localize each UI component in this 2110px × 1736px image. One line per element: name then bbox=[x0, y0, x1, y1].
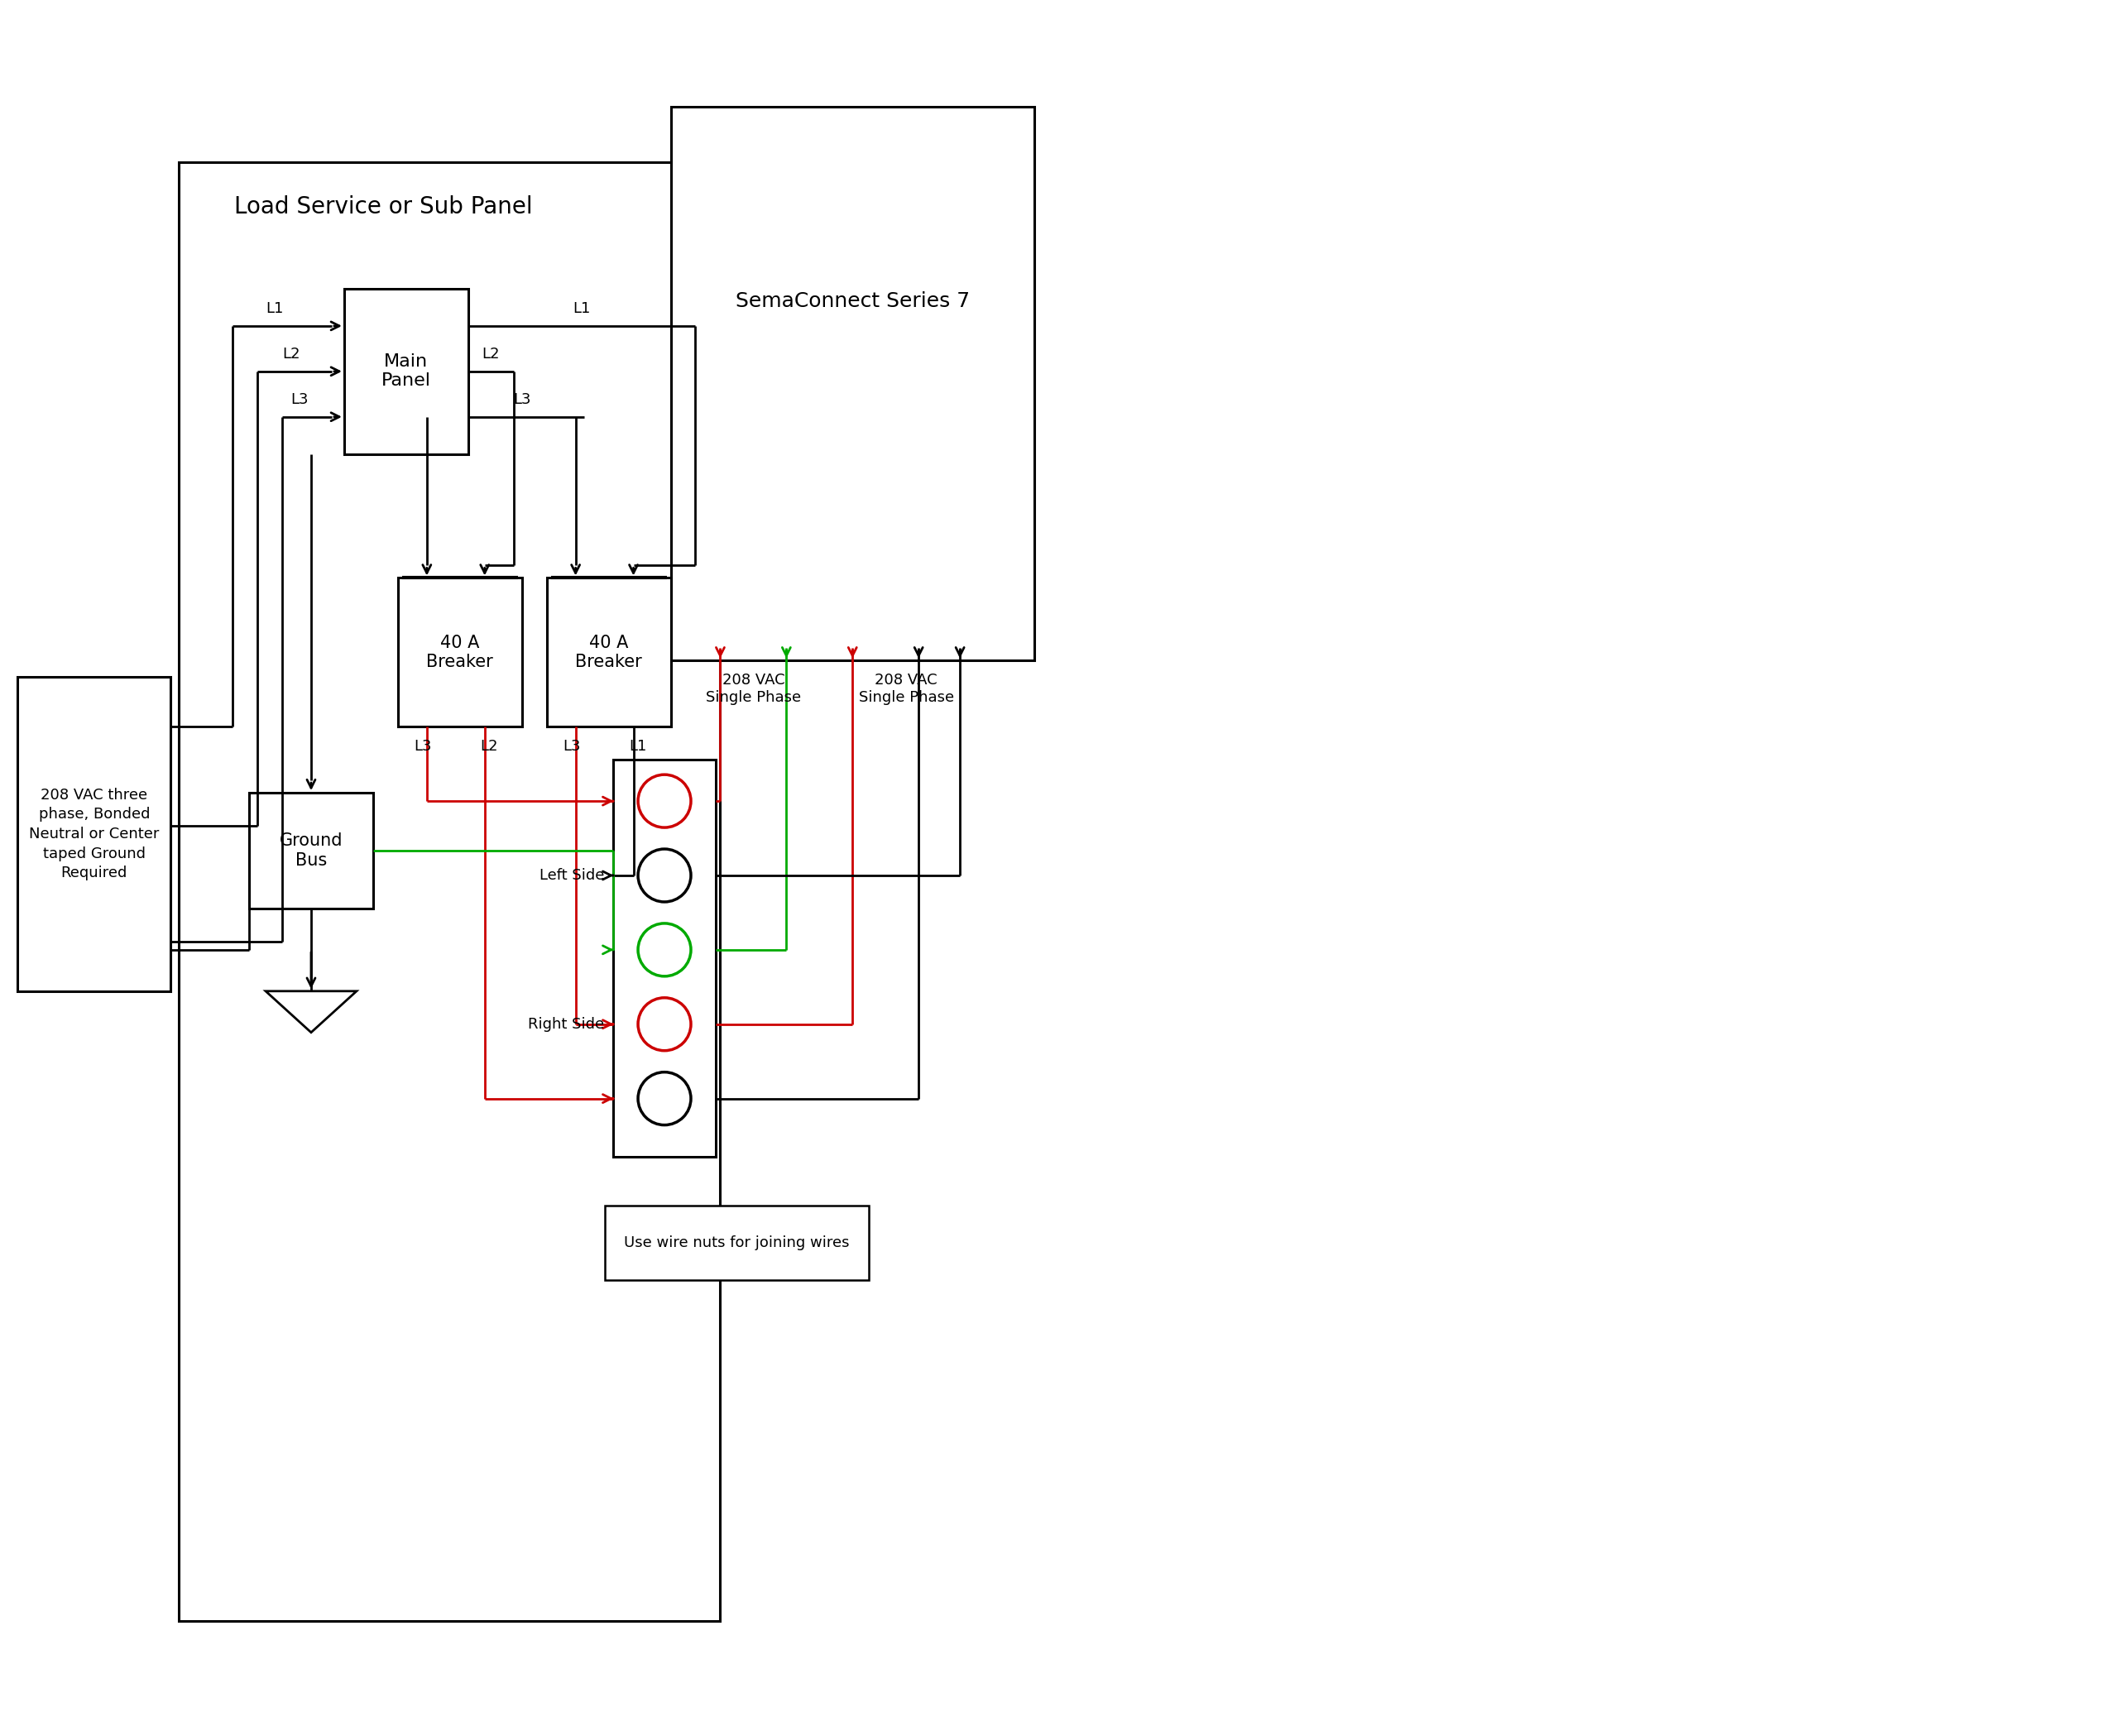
Text: SemaConnect Series 7: SemaConnect Series 7 bbox=[736, 292, 971, 311]
Bar bbox=[344, 288, 468, 455]
Text: L2: L2 bbox=[479, 740, 498, 753]
Circle shape bbox=[637, 774, 690, 828]
Bar bbox=[249, 793, 373, 908]
Text: L3: L3 bbox=[414, 740, 433, 753]
Bar bbox=[399, 578, 521, 727]
Circle shape bbox=[637, 849, 690, 903]
Text: L1: L1 bbox=[266, 300, 283, 316]
Bar bbox=[17, 677, 171, 991]
Text: 208 VAC
Single Phase: 208 VAC Single Phase bbox=[859, 674, 954, 705]
Circle shape bbox=[637, 998, 690, 1050]
Bar bbox=[546, 578, 671, 727]
Text: L2: L2 bbox=[481, 347, 500, 361]
Text: Load Service or Sub Panel: Load Service or Sub Panel bbox=[234, 196, 532, 219]
Text: L2: L2 bbox=[283, 347, 300, 361]
Text: 40 A
Breaker: 40 A Breaker bbox=[576, 634, 641, 670]
Bar bbox=[671, 108, 1034, 661]
Bar bbox=[179, 161, 720, 1621]
Bar bbox=[612, 760, 715, 1156]
Text: L1: L1 bbox=[629, 740, 646, 753]
Text: L3: L3 bbox=[513, 392, 532, 406]
Circle shape bbox=[637, 924, 690, 976]
Circle shape bbox=[637, 1073, 690, 1125]
Text: 208 VAC three
phase, Bonded
Neutral or Center
taped Ground
Required: 208 VAC three phase, Bonded Neutral or C… bbox=[30, 788, 158, 880]
Text: Left Side: Left Side bbox=[540, 868, 606, 884]
Text: 40 A
Breaker: 40 A Breaker bbox=[426, 634, 494, 670]
Text: Use wire nuts for joining wires: Use wire nuts for joining wires bbox=[625, 1236, 850, 1250]
Text: Right Side: Right Side bbox=[528, 1017, 606, 1031]
Text: Ground
Bus: Ground Bus bbox=[279, 833, 342, 868]
Bar bbox=[606, 1207, 869, 1281]
Text: 208 VAC
Single Phase: 208 VAC Single Phase bbox=[705, 674, 802, 705]
Text: Main
Panel: Main Panel bbox=[382, 354, 430, 389]
Text: L3: L3 bbox=[563, 740, 580, 753]
Text: L3: L3 bbox=[291, 392, 308, 406]
Text: L1: L1 bbox=[574, 300, 591, 316]
